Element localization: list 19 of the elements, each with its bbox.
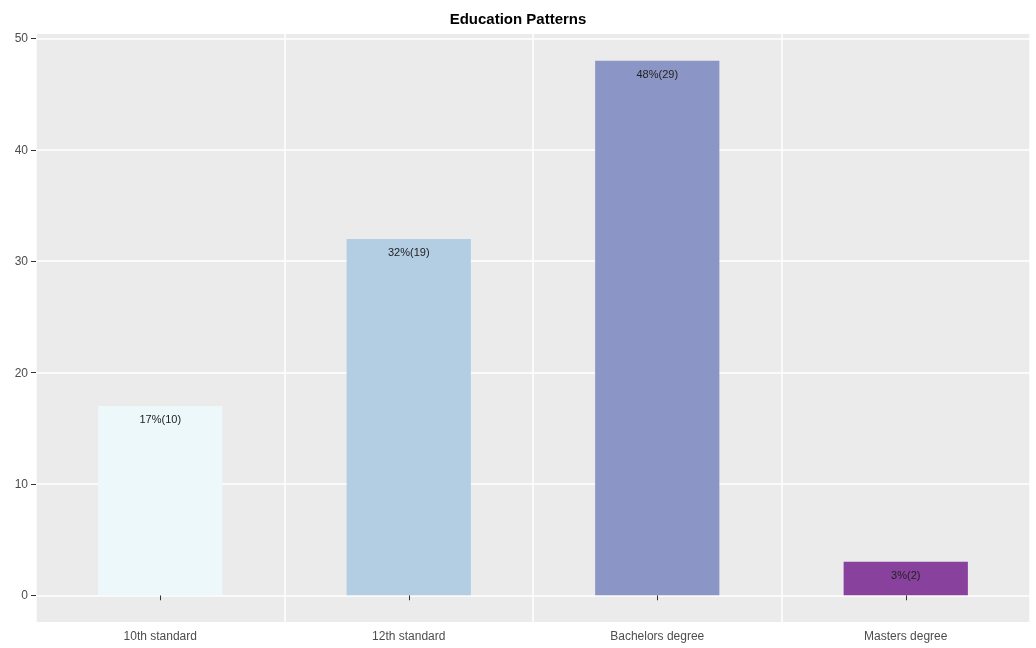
y-tick-label: 30 bbox=[14, 254, 29, 269]
chart-title: Education Patterns bbox=[449, 10, 587, 27]
data-label: 17%(10) bbox=[139, 413, 182, 426]
data-label: 48%(29) bbox=[636, 68, 679, 81]
x-tick-label: 12th standard bbox=[372, 629, 446, 643]
bar bbox=[346, 238, 471, 596]
x-tick-label: 10th standard bbox=[123, 629, 197, 643]
bar bbox=[98, 405, 223, 596]
bar bbox=[843, 561, 968, 596]
x-tick-label: Bachelors degree bbox=[610, 629, 705, 643]
data-label: 32%(19) bbox=[387, 246, 430, 259]
y-tick-label: 0 bbox=[21, 588, 29, 603]
x-tick-label: Masters degree bbox=[864, 629, 948, 643]
data-label: 3%(2) bbox=[891, 569, 921, 582]
y-tick-label: 50 bbox=[14, 31, 29, 46]
bar bbox=[595, 60, 720, 596]
y-tick-label: 40 bbox=[14, 142, 29, 157]
y-tick-label: 20 bbox=[14, 365, 29, 380]
y-tick-label: 10 bbox=[14, 476, 29, 491]
